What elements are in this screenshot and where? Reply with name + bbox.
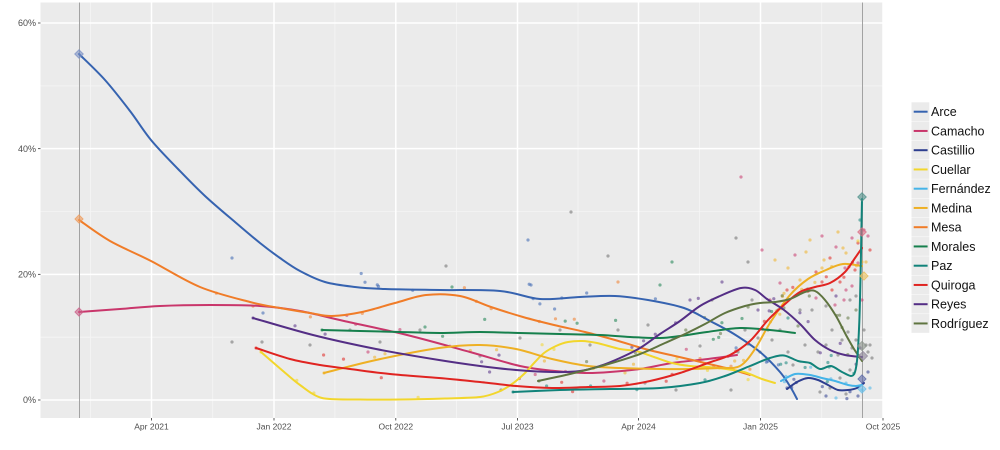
svg-text:Castillio: Castillio (931, 144, 975, 158)
svg-text:Apr 2021: Apr 2021 (134, 422, 169, 432)
svg-text:Medina: Medina (931, 201, 972, 215)
svg-text:Quiroga: Quiroga (931, 278, 976, 292)
svg-text:40%: 40% (18, 144, 36, 154)
svg-text:Fernández: Fernández (931, 182, 991, 196)
svg-text:0%: 0% (23, 395, 36, 405)
svg-text:Paz: Paz (931, 259, 953, 273)
svg-text:Jan 2025: Jan 2025 (743, 422, 778, 432)
svg-text:Jan 2022: Jan 2022 (257, 422, 292, 432)
svg-text:Oct 2022: Oct 2022 (379, 422, 414, 432)
svg-text:Camacho: Camacho (931, 124, 985, 138)
svg-text:Oct 2025: Oct 2025 (866, 422, 901, 432)
svg-text:Reyes: Reyes (931, 298, 966, 312)
svg-text:Apr 2024: Apr 2024 (621, 422, 656, 432)
svg-text:Mesa: Mesa (931, 221, 962, 235)
svg-text:Morales: Morales (931, 240, 975, 254)
svg-text:Jul 2023: Jul 2023 (501, 422, 533, 432)
svg-text:20%: 20% (18, 270, 36, 280)
svg-text:Rodríguez: Rodríguez (931, 317, 989, 331)
svg-text:Cuellar: Cuellar (931, 163, 971, 177)
svg-text:Arce: Arce (931, 105, 957, 119)
svg-text:60%: 60% (18, 18, 36, 28)
